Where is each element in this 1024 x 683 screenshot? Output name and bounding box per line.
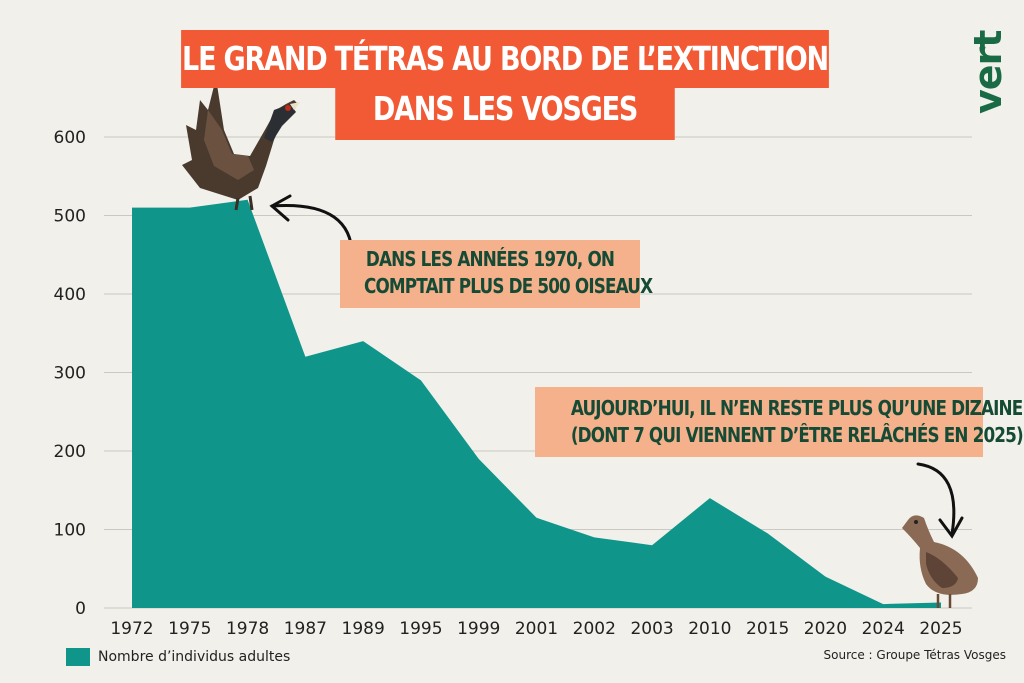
x-tick-label: 2025 [919,619,962,639]
capercaillie-male-illustration [182,78,300,211]
source-note: Source : Groupe Tétras Vosges [823,648,1006,662]
y-tick-label: 200 [54,442,86,462]
annotation-today: AUJOURD’HUI, IL N’EN RESTE PLUS QU’UNE D… [535,387,1024,457]
x-tick-label: 1972 [110,619,153,639]
vert-logo: vert [958,12,1018,122]
y-tick-label: 400 [54,285,86,305]
x-tick-label: 2002 [573,619,616,639]
x-tick-label: 2010 [688,619,731,639]
legend-label: Nombre d’individus adultes [98,649,291,665]
x-tick-label: 2001 [515,619,558,639]
x-tick-label: 1995 [399,619,442,639]
y-tick-label: 600 [54,128,86,148]
y-tick-label: 500 [54,207,86,227]
y-axis-ticks: 0 100 200 300 400 500 600 [54,128,86,619]
annotation-today-line-1: AUJOURD’HUI, IL N’EN RESTE PLUS QU’UNE D… [570,396,1023,420]
chart-title-line-1: LE GRAND TÉTRAS AU BORD DE L’EXTINCTION [181,30,829,88]
x-tick-label: 1975 [168,619,211,639]
y-tick-label: 0 [75,599,86,619]
y-tick-label: 100 [54,521,86,541]
x-tick-label: 1989 [342,619,385,639]
x-tick-label: 1999 [457,619,500,639]
annotation-today-line-2: (DONT 7 QUI VIENNENT D’ÊTRE RELÂCHÉS EN … [570,423,1024,447]
y-tick-label: 300 [54,364,86,384]
legend-swatch [66,648,90,666]
x-tick-label: 2024 [862,619,905,639]
annotation-1970s-line-1: DANS LES ANNÉES 1970, ON [365,247,615,271]
capercaillie-hen-illustration [902,515,978,608]
annotation-1970s-line-2: COMPTAIT PLUS DE 500 OISEAUX [364,274,653,298]
logo-text: vert [966,30,1010,114]
chart-title-line-2: DANS LES VOSGES [335,84,675,140]
area-series [131,199,942,609]
legend: Nombre d’individus adultes [66,648,290,666]
annotation-1970s: DANS LES ANNÉES 1970, ON COMPTAIT PLUS D… [340,240,653,308]
x-tick-label: 2003 [630,619,673,639]
x-tick-label: 1987 [284,619,327,639]
x-tick-label: 1978 [226,619,269,639]
x-tick-label: 2020 [804,619,847,639]
x-tick-label: 2015 [746,619,789,639]
area-series-fill [132,199,941,609]
x-axis-ticks: 1972 1975 1978 1987 1989 1995 1999 2001 2002 2003… [110,619,962,639]
